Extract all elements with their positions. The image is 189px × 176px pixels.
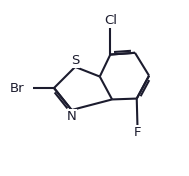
- Text: Cl: Cl: [104, 14, 117, 27]
- Text: Br: Br: [9, 81, 24, 95]
- Text: S: S: [71, 54, 79, 67]
- Text: N: N: [67, 110, 77, 123]
- Text: F: F: [134, 126, 141, 139]
